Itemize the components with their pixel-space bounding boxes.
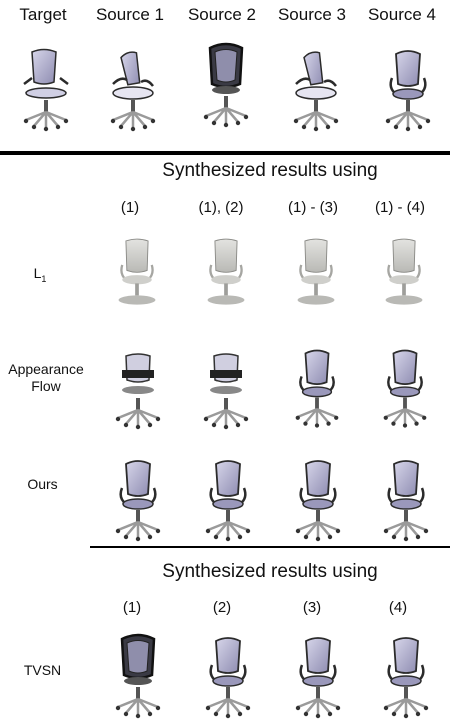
chair-image-ours-1 [112, 458, 164, 542]
section2-col-header-1: (1) [122, 599, 142, 616]
row-label-l1: L1 [20, 265, 60, 288]
header-source-3: Source 3 [277, 5, 347, 24]
row-label-appearance-flow: Appearance Flow [0, 361, 92, 395]
row-label-flow: Flow [31, 378, 61, 394]
chair-image-tvsn-2 [202, 634, 254, 720]
header-target: Target [19, 5, 67, 24]
section2-title: Synthesized results using [162, 561, 378, 582]
section1-title: Synthesized results using [162, 160, 378, 181]
chair-image-appearance-flow-2 [200, 346, 252, 430]
section1-col-header-4: (1) - (4) [375, 199, 425, 216]
chair-image-appearance-flow-1 [112, 346, 164, 430]
chair-image-tvsn-3 [292, 634, 344, 720]
chair-image-tvsn-4 [380, 634, 432, 720]
header-source-4: Source 4 [367, 5, 437, 24]
chair-image-target [20, 48, 72, 132]
section-divider-thick [0, 151, 450, 155]
header-source-1: Source 1 [95, 5, 165, 24]
chair-image-source-1 [107, 48, 159, 132]
chair-image-appearance-flow-4 [380, 346, 430, 430]
row-label-tvsn: TVSN [23, 662, 62, 678]
chair-image-l1-1 [117, 237, 157, 306]
chair-image-ours-2 [202, 458, 254, 542]
chair-image-ours-3 [292, 458, 344, 542]
chair-image-source-4 [382, 48, 434, 132]
section2-col-header-3: (3) [302, 599, 322, 616]
section1-col-header-1: (1) [120, 199, 140, 216]
chair-image-tvsn-1 [112, 634, 164, 720]
section1-col-header-2: (1), (2) [198, 199, 244, 216]
chair-image-ours-4 [380, 458, 432, 542]
header-source-2: Source 2 [187, 5, 257, 24]
chair-image-appearance-flow-3 [292, 346, 342, 430]
row-label-appearance: Appearance [8, 361, 84, 377]
section2-col-header-4: (4) [388, 599, 408, 616]
section-divider-thin [90, 546, 450, 548]
row-label-l1-main: L [33, 265, 42, 281]
row-label-l1-subscript: 1 [41, 273, 47, 284]
row-label-ours: Ours [27, 476, 58, 492]
chair-image-l1-3 [296, 237, 336, 306]
chair-image-source-2 [200, 44, 252, 132]
chair-image-l1-4 [384, 237, 424, 306]
chair-image-l1-2 [206, 237, 246, 306]
chair-image-source-3 [290, 48, 342, 132]
section1-col-header-3: (1) - (3) [288, 199, 338, 216]
section2-col-header-2: (2) [212, 599, 232, 616]
